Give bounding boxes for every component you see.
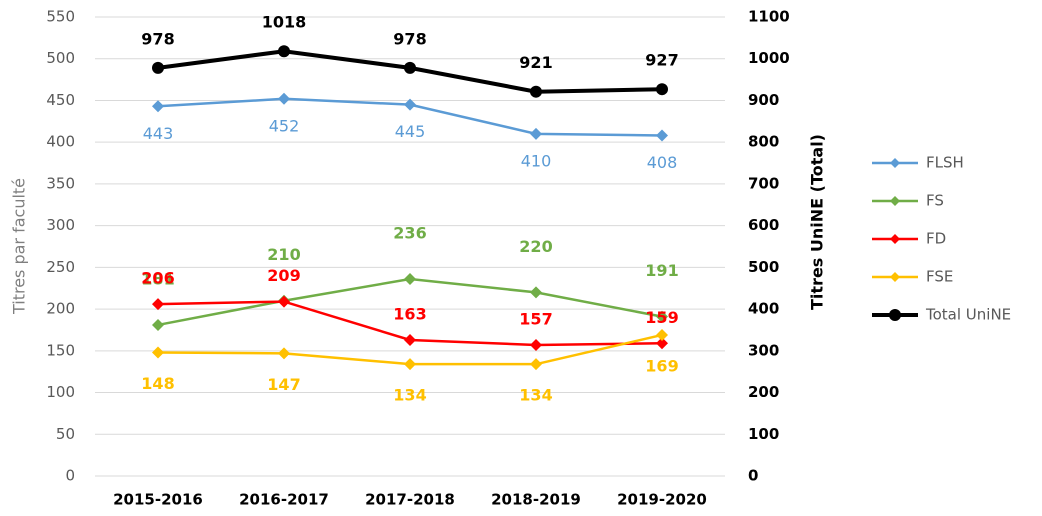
data-label: 210	[267, 245, 300, 264]
data-label: 978	[393, 29, 426, 48]
data-label: 134	[519, 386, 552, 405]
data-label: 443	[143, 124, 174, 143]
y2-tick-label: 400	[748, 300, 779, 318]
data-label: 209	[267, 266, 300, 285]
y2-tick-label: 1000	[748, 49, 790, 67]
data-label: 134	[393, 386, 426, 405]
marker	[278, 347, 290, 360]
marker	[530, 338, 542, 351]
marker	[278, 45, 290, 58]
y-tick-label: 100	[46, 383, 75, 401]
marker	[152, 61, 164, 74]
data-label: 148	[141, 374, 174, 393]
y-tick-label: 50	[56, 425, 75, 443]
y2-tick-label: 600	[748, 216, 779, 234]
marker	[404, 61, 416, 74]
data-label: 157	[519, 309, 552, 328]
marker	[530, 286, 542, 299]
data-label: 408	[647, 153, 678, 172]
legend-marker	[890, 196, 900, 206]
y-tick-label: 200	[46, 300, 75, 318]
legend-label: FS	[926, 192, 944, 210]
marker	[152, 346, 164, 359]
legend-marker	[890, 234, 900, 244]
data-label: 921	[519, 53, 552, 72]
legend-marker	[890, 272, 900, 282]
y2-tick-label: 300	[748, 341, 779, 359]
data-label: 927	[645, 51, 678, 70]
marker	[404, 98, 416, 111]
marker	[404, 333, 416, 346]
marker	[656, 83, 668, 96]
marker	[404, 273, 416, 286]
marker	[656, 129, 668, 142]
y2-tick-label: 500	[748, 258, 779, 276]
y-tick-label: 400	[46, 133, 75, 151]
y-tick-label: 500	[46, 49, 75, 67]
marker	[530, 85, 542, 98]
data-label: 159	[645, 308, 678, 327]
data-label: 206	[141, 269, 174, 288]
marker	[656, 337, 668, 350]
x-tick-label: 2019-2020	[617, 491, 707, 509]
data-label: 220	[519, 237, 552, 256]
data-label: 147	[267, 375, 300, 394]
y-axis-title: Titres par faculté	[10, 178, 29, 315]
legend-label: FD	[926, 230, 946, 248]
legend-label: FLSH	[926, 154, 964, 172]
marker	[530, 358, 542, 371]
data-label: 236	[393, 224, 426, 243]
legend-marker	[889, 309, 901, 321]
legend-label: Total UniNE	[925, 306, 1011, 324]
y2-tick-label: 900	[748, 91, 779, 109]
data-label: 410	[521, 151, 552, 170]
x-tick-label: 2018-2019	[491, 491, 581, 509]
legend-marker	[890, 158, 900, 168]
marker	[530, 127, 542, 140]
marker	[152, 298, 164, 311]
y2-tick-label: 200	[748, 383, 779, 401]
marker	[656, 328, 668, 341]
data-label: 169	[645, 356, 678, 375]
y-tick-label: 0	[65, 467, 75, 485]
y-tick-label: 250	[46, 258, 75, 276]
y2-tick-label: 700	[748, 174, 779, 192]
data-label: 445	[395, 122, 426, 141]
x-tick-label: 2016-2017	[239, 491, 329, 509]
data-label: 452	[269, 116, 300, 135]
data-label: 163	[393, 304, 426, 323]
y2-tick-label: 800	[748, 133, 779, 151]
x-tick-label: 2017-2018	[365, 491, 455, 509]
y-tick-label: 450	[46, 91, 75, 109]
marker	[404, 358, 416, 371]
x-tick-label: 2015-2016	[113, 491, 203, 509]
y2-axis-title: Titres UniNE (Total)	[808, 134, 827, 310]
legend-label: FSE	[926, 268, 953, 286]
data-label: 978	[141, 29, 174, 48]
marker	[152, 100, 164, 113]
y-tick-label: 150	[46, 341, 75, 359]
y2-tick-label: 0	[748, 467, 758, 485]
marker	[152, 318, 164, 331]
data-label: 1018	[262, 13, 307, 32]
y-tick-label: 300	[46, 216, 75, 234]
marker	[278, 295, 290, 308]
y2-tick-label: 100	[748, 425, 779, 443]
y-tick-label: 550	[46, 8, 75, 26]
marker	[656, 310, 668, 323]
marker	[278, 92, 290, 105]
data-label: 191	[645, 261, 678, 280]
y2-tick-label: 1100	[748, 8, 790, 26]
y-tick-label: 350	[46, 174, 75, 192]
data-label: 181	[141, 269, 174, 288]
